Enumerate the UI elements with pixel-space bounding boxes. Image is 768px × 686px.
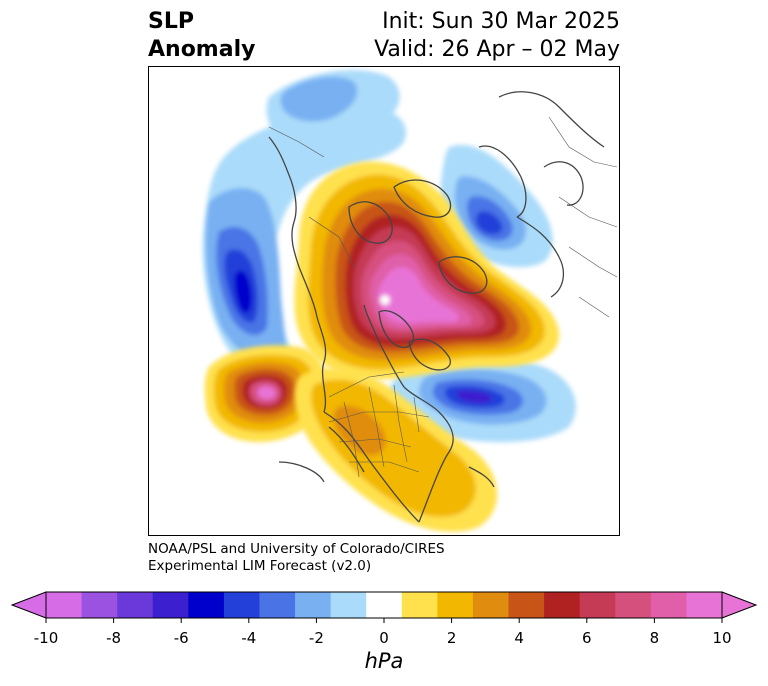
colorbar-bin-5 <box>223 592 260 618</box>
colorbar-bin-4 <box>188 592 225 618</box>
colorbar-tick-label: -2 <box>308 629 324 647</box>
colorbar-bin-15 <box>579 592 616 618</box>
colorbar-bin-8 <box>330 592 367 618</box>
credit-line-2: Experimental LIM Forecast (v2.0) <box>148 558 372 574</box>
colorbar-tick-label: 6 <box>582 629 592 647</box>
colorbar-tick-label: -6 <box>173 629 189 647</box>
political-boundaries <box>268 116 618 478</box>
colorbar-tick-label: 8 <box>649 629 660 647</box>
colorbar-tick-label: -8 <box>106 629 122 647</box>
valid-range: Valid: 26 Apr – 02 May <box>374 37 620 62</box>
colorbar-bin-16 <box>615 592 652 618</box>
colorbar-tick-label: 10 <box>712 629 732 647</box>
colorbar-tick-label: 0 <box>379 629 389 647</box>
colorbar-bin-3 <box>152 592 189 618</box>
colorbar-bin-10 <box>401 592 438 618</box>
credit-line-1: NOAA/PSL and University of Colorado/CIRE… <box>148 541 445 557</box>
low-anomaly-northeast-pacific <box>202 106 406 397</box>
colorbar-bin-0 <box>46 592 83 618</box>
colorbar-bin-18 <box>686 592 723 618</box>
title-line-2: Anomaly <box>148 37 256 62</box>
colorbar-bin-9 <box>366 592 403 618</box>
map-canvas <box>202 69 618 532</box>
colorbar-bin-7 <box>295 592 332 618</box>
colorbar-canvas <box>10 591 758 623</box>
coastlines <box>268 91 605 523</box>
colorbar-tick-label: -10 <box>33 629 59 647</box>
colorbar-bin-17 <box>650 592 687 618</box>
colorbar-tick-label: -4 <box>241 629 257 647</box>
title-line-1: SLP <box>148 9 194 34</box>
init-date: Init: Sun 30 Mar 2025 <box>382 9 620 34</box>
colorbar-bin-11 <box>437 592 474 618</box>
low-anomaly-canadian-arctic <box>266 69 400 146</box>
low-anomaly-north-atlantic <box>389 356 576 443</box>
high-anomaly-eastern-pacific <box>204 345 326 442</box>
colorbar-bin-2 <box>117 592 154 618</box>
slp-anomaly-map <box>148 66 620 536</box>
colorbar-bin-13 <box>508 592 545 618</box>
map-title: SLP Anomaly <box>148 8 255 64</box>
credit-text: NOAA/PSL and University of Colorado/CIRE… <box>148 541 445 575</box>
colorbar-bin-12 <box>472 592 510 618</box>
colorbar-bin-14 <box>544 592 581 618</box>
colorbar-bin-6 <box>259 592 296 618</box>
high-anomaly-arctic <box>294 161 560 380</box>
colorbar-bin-1 <box>81 592 118 618</box>
colorbar-extend-min <box>10 591 47 619</box>
colorbar-tick-label: 4 <box>514 629 524 647</box>
colorbar-unit-label: hPa <box>364 649 404 673</box>
forecast-dates: Init: Sun 30 Mar 2025 Valid: 26 Apr – 02… <box>374 8 620 64</box>
colorbar-extend-max <box>721 591 758 619</box>
colorbar-tick-label: 2 <box>446 629 457 647</box>
colorbar <box>0 588 768 628</box>
